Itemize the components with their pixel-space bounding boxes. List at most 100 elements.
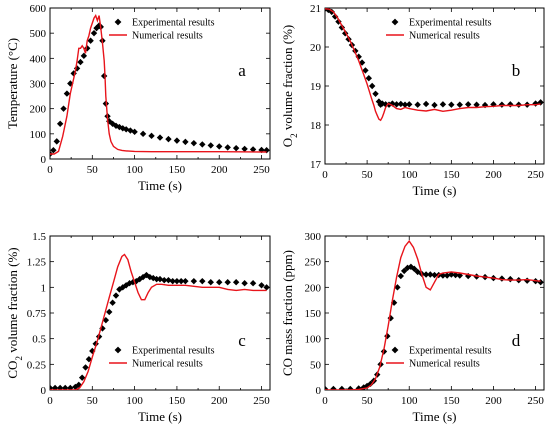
y-tick-label: 300 bbox=[30, 79, 47, 91]
data-point bbox=[156, 275, 164, 283]
data-point bbox=[199, 277, 206, 285]
data-point bbox=[406, 101, 413, 108]
data-point bbox=[173, 137, 181, 144]
y-tick-label: 100 bbox=[30, 129, 47, 141]
data-point bbox=[338, 385, 346, 390]
y-tick-label: 0 bbox=[41, 385, 47, 397]
y-tick-label: 400 bbox=[30, 53, 47, 65]
data-point bbox=[51, 384, 59, 390]
data-point bbox=[182, 277, 189, 285]
legend: Experimental results Numerical results bbox=[386, 346, 492, 370]
data-point bbox=[63, 90, 71, 97]
data-point bbox=[190, 277, 198, 285]
y-tick-label: 1 bbox=[41, 282, 47, 294]
data-point bbox=[106, 308, 113, 316]
x-tick-label: 150 bbox=[169, 164, 186, 176]
x-tick-label: 150 bbox=[443, 395, 460, 407]
legend-label-experimental: Experimental results bbox=[409, 18, 492, 29]
data-point bbox=[122, 282, 130, 289]
x-axis-label: Time (s) bbox=[138, 409, 182, 424]
data-point bbox=[367, 380, 374, 388]
data-point bbox=[77, 58, 84, 66]
x-tick-label: 250 bbox=[253, 395, 270, 407]
data-point bbox=[331, 13, 339, 20]
data-point bbox=[393, 101, 400, 108]
series-line-numerical bbox=[325, 239, 541, 390]
y-tick-label: 0 bbox=[41, 154, 47, 166]
x-axis-label: Time (s) bbox=[138, 178, 182, 193]
y-tick-label: 250 bbox=[305, 257, 322, 269]
y-tick-label: 200 bbox=[30, 104, 47, 116]
data-point bbox=[232, 144, 240, 152]
y-tick-label: 20 bbox=[310, 42, 322, 54]
chart-panel-d: 0 50 100 150 200 250 0 50 100 150 200 250 300 Time (s… bbox=[280, 231, 545, 424]
data-point bbox=[249, 146, 257, 153]
data-point bbox=[249, 280, 257, 287]
x-axis-label: Time (s) bbox=[413, 409, 457, 424]
data-point bbox=[397, 272, 405, 280]
data-point bbox=[80, 52, 88, 60]
y-tick-label: 0.75 bbox=[27, 308, 47, 320]
y-tick-label: 1.25 bbox=[27, 257, 47, 269]
data-point bbox=[464, 101, 472, 108]
y-axis-label: CO mass fraction (ppm) bbox=[280, 250, 295, 376]
x-tick-label: 100 bbox=[401, 169, 418, 181]
data-point bbox=[352, 47, 359, 55]
data-point bbox=[414, 101, 421, 108]
legend-label-experimental: Experimental results bbox=[132, 346, 215, 357]
data-point bbox=[401, 101, 409, 108]
data-point bbox=[84, 45, 91, 52]
legend-label-numerical: Numerical results bbox=[409, 31, 480, 42]
data-point bbox=[82, 364, 89, 371]
legend-marker-experimental bbox=[391, 18, 399, 26]
x-tick-label: 150 bbox=[443, 169, 460, 181]
data-point bbox=[473, 101, 480, 108]
data-point bbox=[156, 134, 164, 141]
y-tick-label: 50 bbox=[310, 359, 322, 371]
series-line-numerical bbox=[50, 14, 267, 155]
data-point bbox=[394, 284, 401, 291]
data-point bbox=[109, 299, 116, 306]
y-tick-label: 0.25 bbox=[27, 359, 47, 371]
data-point bbox=[431, 101, 438, 109]
x-tick-label: 50 bbox=[362, 169, 374, 181]
data-point bbox=[70, 70, 77, 77]
data-point bbox=[452, 271, 459, 279]
y-axis-label: CO2 volume fraction (%) bbox=[5, 247, 24, 378]
chart-panel-b: 0 50 100 150 200 250 17 18 19 20 21 Time (s) O2 volu… bbox=[280, 3, 545, 198]
data-point bbox=[148, 132, 155, 140]
series-experimental bbox=[325, 263, 544, 390]
data-point bbox=[375, 98, 383, 105]
data-point bbox=[456, 101, 463, 108]
data-point bbox=[100, 72, 108, 80]
x-tick-label: 250 bbox=[527, 395, 544, 407]
x-tick-label: 50 bbox=[87, 164, 99, 176]
data-point bbox=[439, 101, 447, 108]
data-point bbox=[60, 105, 67, 112]
data-point bbox=[190, 139, 198, 147]
data-point bbox=[448, 101, 455, 108]
data-point bbox=[448, 271, 455, 278]
x-tick-label: 200 bbox=[485, 395, 502, 407]
data-point bbox=[232, 279, 240, 286]
data-point bbox=[515, 101, 522, 108]
y-tick-label: 17 bbox=[310, 159, 322, 171]
chart-panel-a: 0 50 100 150 200 250 0 100 200 300 400 500 600 Time (… bbox=[5, 3, 271, 193]
series-experimental bbox=[325, 8, 544, 109]
legend-label-experimental: Experimental results bbox=[132, 18, 215, 29]
data-point bbox=[216, 279, 223, 286]
data-point bbox=[177, 277, 185, 285]
x-tick-label: 50 bbox=[362, 395, 374, 407]
x-tick-label: 150 bbox=[169, 395, 186, 407]
x-tick-label: 0 bbox=[47, 395, 53, 407]
legend-label-numerical: Numerical results bbox=[132, 31, 203, 42]
x-tick-label: 50 bbox=[87, 395, 99, 407]
data-point bbox=[263, 284, 270, 291]
legend-label-numerical: Numerical results bbox=[132, 359, 203, 370]
data-point bbox=[422, 100, 430, 108]
chart-panel-c: 0 50 100 150 200 250 0 0.25 0.5 0.75 1 1.25 1.5 Time … bbox=[5, 231, 271, 424]
data-point bbox=[427, 271, 434, 278]
y-tick-label: 200 bbox=[305, 282, 322, 294]
data-point bbox=[207, 279, 214, 286]
data-point bbox=[368, 82, 376, 90]
